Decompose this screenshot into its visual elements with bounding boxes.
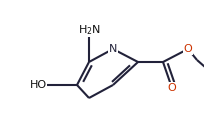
- Text: N: N: [108, 44, 117, 54]
- Text: O: O: [167, 83, 175, 93]
- Text: H$_2$N: H$_2$N: [77, 23, 100, 37]
- Text: HO: HO: [29, 80, 46, 90]
- Text: O: O: [183, 44, 191, 54]
